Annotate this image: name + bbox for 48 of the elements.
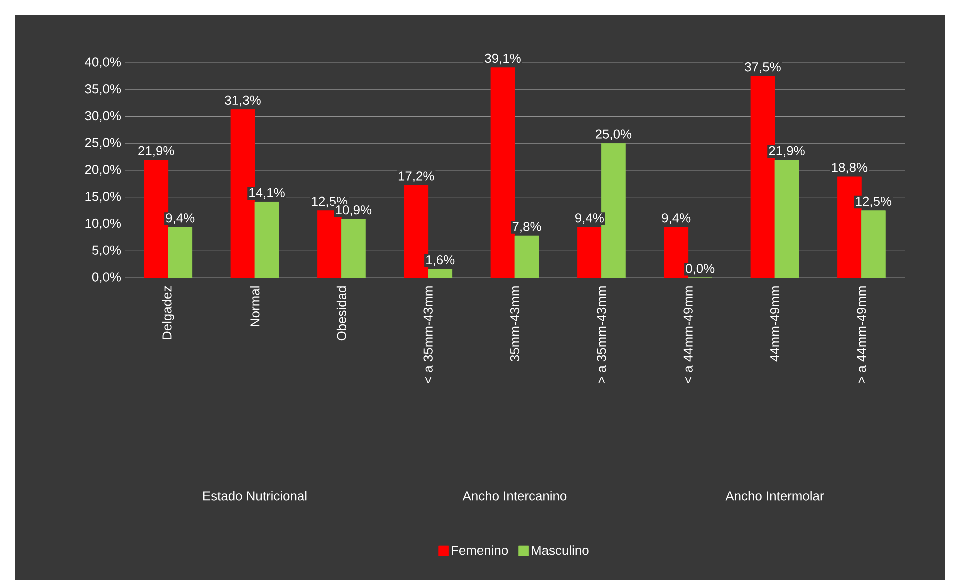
bar — [514, 236, 540, 278]
text: Ancho Intermolar — [726, 491, 824, 501]
x-tick-label: Delgadez — [162, 286, 174, 340]
y-tick-label: 25,0% — [85, 138, 122, 149]
data-label: 1,6% — [426, 255, 455, 266]
y-tick-label: 10,0% — [86, 218, 122, 230]
x-tick-label: > a 35mm-43mm — [597, 286, 606, 384]
y-tick-label: 20,0% — [85, 165, 122, 176]
x-tick-label: > a 44mm-49mm — [857, 286, 866, 384]
y-tick-label: 30,0% — [85, 111, 122, 122]
text: Estado Nutricional — [204, 491, 307, 501]
y-tick-label: 40,0% — [85, 58, 122, 68]
data-label: 12,5% — [856, 196, 892, 208]
bar — [577, 227, 602, 278]
y-tick-label: 0,0% — [92, 272, 122, 284]
bar — [428, 269, 453, 278]
data-label: 7,8% — [512, 222, 542, 233]
data-label: 9,4% — [166, 214, 195, 224]
legend-label: Femenino — [452, 546, 508, 556]
bar — [774, 160, 800, 278]
x-tick-label: Normal — [250, 286, 260, 326]
bar — [861, 210, 886, 278]
bar — [168, 227, 193, 278]
data-label: 25,0% — [596, 130, 632, 140]
data-label: 21,9% — [138, 146, 174, 158]
data-label: 39,1% — [485, 54, 521, 65]
y-tick-label: 35,0% — [85, 84, 122, 96]
x-tick-label: Obesidad — [336, 286, 346, 341]
x-tick-label: 35mm-43mm — [510, 286, 520, 362]
data-label: 18,8% — [832, 163, 868, 174]
y-tick-label: 5,0% — [92, 246, 122, 256]
x-tick-label: < a 44mm-49mm — [684, 286, 693, 384]
bar — [341, 219, 366, 278]
bar — [254, 202, 280, 278]
data-label: 17,2% — [398, 172, 434, 182]
x-tick-label: < a 35mm-43mm — [424, 286, 433, 384]
text: Ancho Intercanino — [462, 491, 567, 501]
data-label: 21,9% — [769, 146, 805, 158]
legend-label: Masculino — [532, 546, 589, 556]
data-label: 31,3% — [225, 96, 261, 107]
data-label: 14,1% — [250, 188, 285, 200]
data-label: 10,9% — [336, 206, 372, 216]
data-label: 0,0% — [686, 264, 715, 275]
x-tick-label: 44mm-49mm — [770, 286, 780, 362]
data-label: 9,4% — [662, 214, 691, 224]
data-label: 37,5% — [745, 62, 781, 74]
data-label: 9,4% — [576, 214, 604, 224]
y-tick-label: 15,0% — [86, 192, 122, 203]
